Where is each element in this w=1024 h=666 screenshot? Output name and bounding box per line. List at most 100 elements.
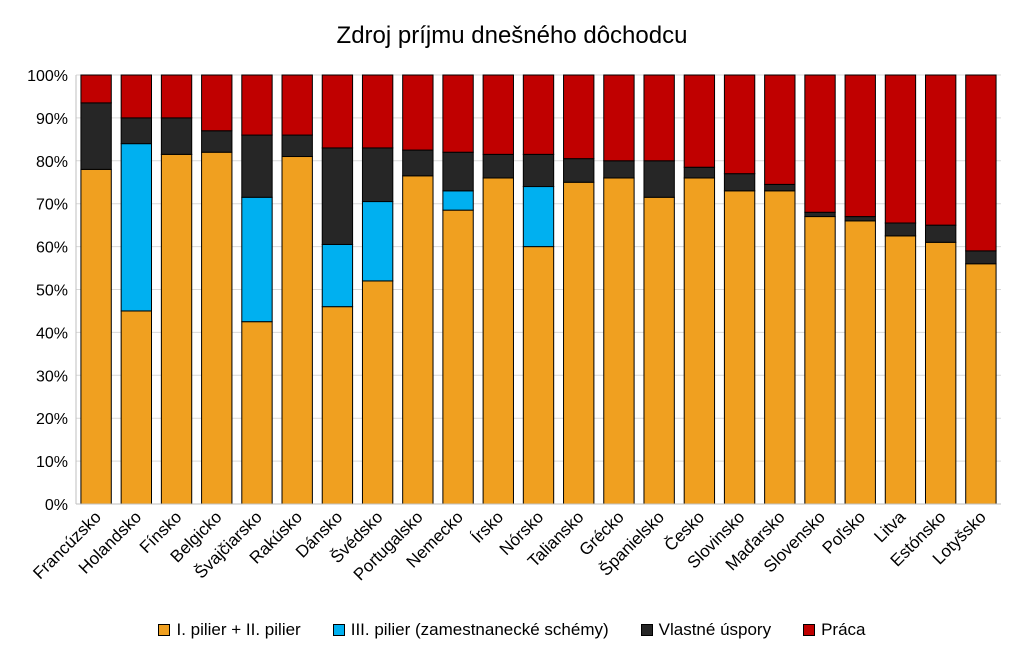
bar-segment <box>120 310 153 505</box>
bar-segment <box>723 74 756 175</box>
x-tick-label: Poľsko <box>819 507 869 557</box>
y-tick-label: 20% <box>36 411 68 428</box>
bar-segment <box>402 175 434 505</box>
bar-segment <box>482 177 514 505</box>
bar-segment <box>402 74 434 151</box>
bar-segment <box>683 166 716 179</box>
bar-segment <box>160 153 193 505</box>
chart-title: Zdroj príjmu dnešného dôchodcu <box>337 22 688 49</box>
legend-item: III. pilier (zamestnanecké schémy) <box>332 620 609 640</box>
y-tick-label: 80% <box>36 154 68 171</box>
legend-label: III. pilier (zamestnanecké schémy) <box>350 620 609 639</box>
bar-segment <box>442 74 474 153</box>
bar-segment <box>563 181 595 505</box>
y-tick-label: 70% <box>36 197 68 214</box>
bar-segment <box>321 74 354 149</box>
bar-segment <box>603 177 635 505</box>
bar-segment <box>522 186 555 248</box>
bar-segment <box>844 74 876 218</box>
bar-segment <box>804 211 836 218</box>
bar-segment <box>884 74 917 224</box>
bar-segment <box>723 190 756 505</box>
legend-label: Vlastné úspory <box>658 620 772 639</box>
bars <box>80 74 997 505</box>
bar-segment <box>482 74 514 155</box>
bar-segment <box>482 153 514 179</box>
y-tick-label: 100% <box>27 68 68 85</box>
legend: I. pilier + II. pilier III. pilier (zames… <box>0 620 1024 640</box>
bar-segment <box>281 134 313 158</box>
bar-segment <box>160 74 193 119</box>
y-tick-label: 0% <box>45 497 68 514</box>
bar-segment <box>120 143 153 312</box>
y-axis: 0% 10% 20% 30% 40% 50% 60% 70% 80% 90% 100% <box>27 68 77 514</box>
legend-label: I. pilier + II. pilier <box>176 620 301 639</box>
bar-segment <box>80 168 112 505</box>
bar-segment <box>281 156 313 505</box>
bar-segment <box>884 222 917 237</box>
y-tick-label: 50% <box>36 283 68 300</box>
bar-segment <box>844 220 876 505</box>
bar-segment <box>764 190 796 505</box>
bar-segment <box>683 177 716 505</box>
bar-segment <box>241 321 273 505</box>
bar-segment <box>723 173 756 192</box>
bar-segment <box>924 74 957 226</box>
bar-segment <box>804 216 836 505</box>
bar-segment <box>764 183 796 192</box>
bar-segment <box>361 147 394 203</box>
bar-segment <box>361 280 394 505</box>
legend-swatch <box>803 624 816 636</box>
bar-segment <box>442 209 474 505</box>
bar-segment <box>924 241 957 505</box>
bar-segment <box>241 74 273 136</box>
bar-segment <box>563 74 595 160</box>
bar-segment <box>361 74 394 149</box>
bar-segment <box>603 74 635 162</box>
bar-segment <box>522 153 555 188</box>
y-tick-label: 90% <box>36 111 68 128</box>
legend-item: Práca <box>803 620 866 640</box>
bar-segment <box>201 130 233 153</box>
bar-segment <box>201 151 233 505</box>
y-tick-label: 40% <box>36 325 68 342</box>
y-tick-label: 30% <box>36 368 68 385</box>
y-tick-label: 60% <box>36 240 68 257</box>
bar-segment <box>442 190 474 211</box>
bar-segment <box>522 246 555 505</box>
bar-segment <box>683 74 716 168</box>
bar-segment <box>80 74 112 104</box>
bar-segment <box>563 158 595 183</box>
x-axis: FrancúzskoHolandskoFínskoBelgickoŠvajčia… <box>29 503 1001 584</box>
bar-segment <box>321 243 354 308</box>
bar-segment <box>603 160 635 179</box>
bar-segment <box>241 196 273 323</box>
bar-segment <box>80 102 112 170</box>
bar-segment <box>321 147 354 245</box>
bar-segment <box>201 74 233 132</box>
y-tick-label: 10% <box>36 454 68 471</box>
chart-svg: Zdroj príjmu dnešného dôchodcu 0% 10% 20% 3… <box>27 22 1001 584</box>
bar-segment <box>120 74 153 119</box>
bar-segment <box>643 160 675 198</box>
bar-segment <box>522 74 555 155</box>
legend-swatch <box>158 624 171 636</box>
bar-segment <box>442 151 474 192</box>
bar-segment <box>764 74 796 185</box>
bar-segment <box>241 134 273 198</box>
bar-segment <box>844 216 876 222</box>
legend-item: Vlastné úspory <box>640 620 772 640</box>
bar-segment <box>643 196 675 505</box>
bar-segment <box>281 74 313 136</box>
bar-segment <box>965 250 997 265</box>
bar-segment <box>361 201 394 282</box>
bar-segment <box>643 74 675 162</box>
bar-segment <box>804 74 836 213</box>
legend-item: I. pilier + II. pilier <box>158 620 301 640</box>
legend-swatch <box>640 624 653 636</box>
bar-segment <box>965 74 997 252</box>
bar-segment <box>321 306 354 505</box>
legend-swatch <box>332 624 345 636</box>
bar-segment <box>160 117 193 155</box>
legend-label: Práca <box>821 620 866 639</box>
